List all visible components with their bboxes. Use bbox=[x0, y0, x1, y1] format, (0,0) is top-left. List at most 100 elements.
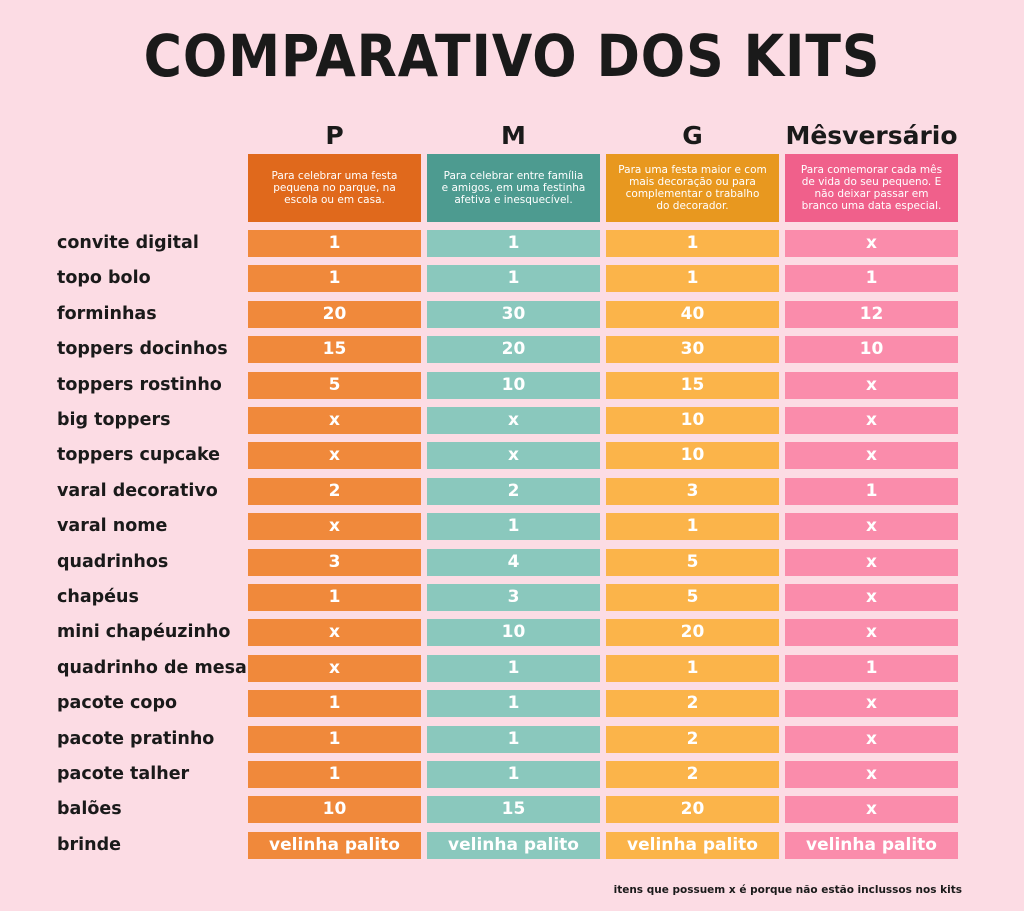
row-label: brinde bbox=[57, 834, 122, 855]
cell: 10 bbox=[606, 442, 779, 470]
cell: 1 bbox=[427, 690, 600, 718]
cell: 1 bbox=[427, 725, 600, 753]
cell: 1 bbox=[248, 265, 421, 293]
row-label: quadrinho de mesa bbox=[57, 657, 247, 678]
row-label: chapéus bbox=[57, 587, 139, 607]
cell: 15 bbox=[427, 796, 600, 824]
cell: 20 bbox=[427, 336, 600, 364]
cell: x bbox=[785, 230, 958, 257]
cell: x bbox=[785, 584, 958, 611]
cell: 1 bbox=[606, 265, 779, 293]
cell: 3 bbox=[248, 548, 421, 576]
row-label: big toppers bbox=[57, 410, 171, 430]
cell: velinha palito bbox=[785, 831, 958, 859]
cell: 20 bbox=[606, 619, 779, 647]
cell: x bbox=[248, 654, 421, 682]
cell: x bbox=[785, 690, 958, 718]
row-label: topo bolo bbox=[57, 268, 151, 289]
cell: 20 bbox=[606, 796, 779, 824]
row-label: varal nome bbox=[57, 516, 168, 537]
cell: 1 bbox=[248, 761, 421, 788]
cell: 1 bbox=[785, 265, 958, 293]
row-label: toppers cupcake bbox=[57, 445, 221, 466]
cell: 1 bbox=[427, 761, 600, 788]
cell: x bbox=[248, 513, 421, 541]
row-label: quadrinhos bbox=[57, 551, 169, 572]
cell: x bbox=[785, 796, 958, 824]
cell: x bbox=[785, 513, 958, 541]
cell: 10 bbox=[427, 371, 600, 399]
cell: 1 bbox=[248, 725, 421, 753]
cell: 20 bbox=[248, 300, 421, 328]
cell: 1 bbox=[427, 230, 600, 257]
cell: 5 bbox=[248, 371, 421, 399]
footnote: itens que possuem x é porque não estão i… bbox=[613, 884, 962, 896]
cell: velinha palito bbox=[427, 831, 600, 859]
cell: x bbox=[248, 442, 421, 470]
cell: x bbox=[785, 548, 958, 576]
cell: x bbox=[785, 725, 958, 753]
cell: 5 bbox=[606, 548, 779, 576]
cell: 10 bbox=[248, 796, 421, 824]
cell: 10 bbox=[427, 619, 600, 647]
cell: 2 bbox=[248, 477, 421, 505]
cell: 2 bbox=[427, 477, 600, 505]
cell: 1 bbox=[785, 654, 958, 682]
cell: 1 bbox=[248, 690, 421, 718]
row-label: toppers docinhos bbox=[57, 339, 228, 360]
cell: 40 bbox=[606, 300, 779, 328]
column-description: Para celebrar entre família e amigos, em… bbox=[427, 154, 600, 222]
cell: 1 bbox=[606, 230, 779, 257]
cell: 2 bbox=[606, 690, 779, 718]
column-description: Para uma festa maior e com mais decoraçã… bbox=[606, 154, 779, 222]
column-name: P bbox=[325, 121, 344, 150]
cell: x bbox=[785, 407, 958, 434]
cell: 30 bbox=[606, 336, 779, 364]
cell: 2 bbox=[606, 725, 779, 753]
cell: 4 bbox=[427, 548, 600, 576]
row-label: varal decorativo bbox=[57, 480, 218, 501]
cell: x bbox=[248, 619, 421, 647]
cell: x bbox=[427, 442, 600, 470]
title: COMPARATIVO DOS KITS bbox=[143, 22, 881, 90]
cell: velinha palito bbox=[248, 831, 421, 859]
cell: 15 bbox=[248, 336, 421, 364]
cell: 2 bbox=[606, 761, 779, 788]
cell: 15 bbox=[606, 371, 779, 399]
cell: 3 bbox=[606, 477, 779, 505]
column-description: Para comemorar cada mês de vida do seu p… bbox=[785, 154, 958, 222]
row-label: pacote pratinho bbox=[57, 728, 215, 749]
cell: 30 bbox=[427, 300, 600, 328]
cell: 1 bbox=[785, 477, 958, 505]
cell: x bbox=[785, 442, 958, 470]
cell: x bbox=[427, 407, 600, 434]
cell: 1 bbox=[427, 513, 600, 541]
row-label: toppers rostinho bbox=[57, 374, 222, 395]
cell: 1 bbox=[248, 230, 421, 257]
cell: 3 bbox=[427, 584, 600, 611]
cell: velinha palito bbox=[606, 831, 779, 859]
cell: 1 bbox=[427, 654, 600, 682]
cell: x bbox=[785, 761, 958, 788]
cell: 12 bbox=[785, 300, 958, 328]
column-name: Mêsversário bbox=[785, 121, 958, 150]
column-name: M bbox=[501, 121, 526, 150]
cell: 1 bbox=[427, 265, 600, 293]
column-description: Para celebrar uma festa pequena no parqu… bbox=[248, 154, 421, 222]
row-label: forminhas bbox=[57, 303, 157, 324]
cell: 10 bbox=[785, 336, 958, 364]
cell: 1 bbox=[248, 584, 421, 611]
row-label: mini chapéuzinho bbox=[57, 622, 231, 643]
row-label: balões bbox=[57, 799, 122, 820]
row-label: pacote copo bbox=[57, 693, 178, 714]
cell: 1 bbox=[606, 654, 779, 682]
row-label: convite digital bbox=[57, 233, 199, 253]
cell: 10 bbox=[606, 407, 779, 434]
cell: x bbox=[785, 619, 958, 647]
cell: x bbox=[785, 371, 958, 399]
column-name: G bbox=[682, 121, 703, 150]
row-label: pacote talher bbox=[57, 764, 190, 784]
cell: 1 bbox=[606, 513, 779, 541]
cell: 5 bbox=[606, 584, 779, 611]
